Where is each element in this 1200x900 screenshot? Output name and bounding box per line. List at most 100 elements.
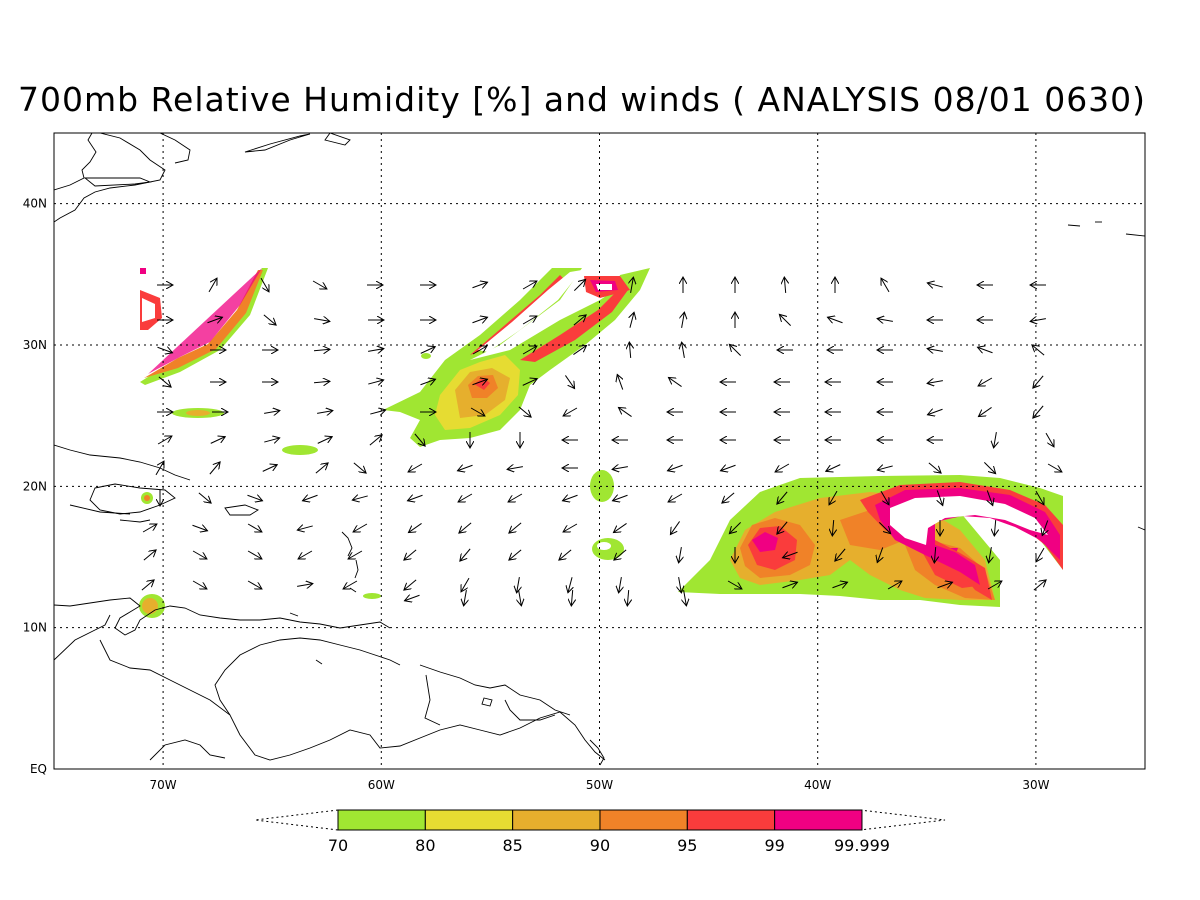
wind-arrow bbox=[141, 580, 154, 591]
colorbar-swatch bbox=[686, 809, 776, 831]
wind-arrow bbox=[928, 462, 941, 473]
colorbar-level-label: 85 bbox=[502, 836, 522, 855]
colorbar-swatch bbox=[512, 809, 601, 831]
wind-arrow bbox=[142, 524, 157, 533]
colorbar-swatch bbox=[424, 809, 514, 831]
wind-arrow bbox=[667, 465, 683, 470]
wind-arrow bbox=[994, 432, 997, 448]
wind-arrow bbox=[668, 377, 682, 387]
wind-arrow bbox=[210, 437, 226, 444]
wind-arrow bbox=[519, 590, 522, 606]
wind-arrow bbox=[302, 495, 318, 500]
wind-arrow bbox=[517, 577, 520, 593]
wind-arrow bbox=[565, 375, 574, 388]
wind-arrow bbox=[313, 381, 330, 382]
humidity-shading bbox=[139, 268, 1063, 618]
wind-arrow bbox=[679, 577, 682, 593]
wind-arrow bbox=[472, 282, 487, 287]
wind-arrow bbox=[727, 580, 742, 589]
wind-arrow bbox=[192, 550, 207, 559]
wind-arrow bbox=[682, 312, 685, 328]
wind-arrow bbox=[461, 577, 470, 592]
wind-arrow bbox=[937, 490, 942, 505]
wind-arrow bbox=[460, 548, 471, 561]
wind-arrow bbox=[978, 377, 993, 386]
wind-arrow bbox=[458, 493, 473, 502]
colorbar-left-extension bbox=[254, 809, 339, 831]
wind-arrow bbox=[312, 280, 327, 289]
wind-arrow bbox=[619, 577, 622, 593]
wind-arrow bbox=[881, 278, 890, 293]
wind-arrow bbox=[573, 345, 586, 355]
wind-arrow bbox=[1042, 520, 1047, 535]
wind-arrow bbox=[934, 546, 935, 563]
wind-arrow bbox=[630, 312, 634, 328]
wind-arrow bbox=[668, 493, 683, 502]
wind-arrow bbox=[937, 582, 952, 587]
wind-arrow bbox=[464, 590, 467, 606]
wind-arrow bbox=[612, 467, 628, 470]
wind-arrow bbox=[887, 581, 902, 590]
wind-arrow bbox=[247, 580, 262, 589]
wind-arrow bbox=[777, 521, 788, 534]
wind-arrow bbox=[522, 281, 537, 290]
wind-arrow bbox=[989, 547, 992, 563]
wind-arrow bbox=[368, 380, 383, 384]
lon-tick-label: 40W bbox=[804, 778, 831, 792]
wind-arrow bbox=[562, 495, 578, 500]
wind-arrow bbox=[143, 550, 156, 561]
wind-arrow bbox=[508, 493, 523, 502]
wind-arrow bbox=[369, 435, 382, 446]
wind-arrow bbox=[317, 437, 333, 444]
coastlines bbox=[54, 133, 1145, 766]
wind-arrow bbox=[994, 519, 995, 536]
wind-arrow bbox=[420, 379, 435, 384]
wind-arrow bbox=[264, 438, 279, 442]
lat-tick-label: EQ bbox=[30, 762, 47, 776]
wind-arrow bbox=[313, 349, 330, 350]
wind-arrow bbox=[414, 433, 425, 446]
wind-arrow bbox=[263, 314, 276, 325]
wind-arrow bbox=[472, 346, 487, 355]
wind-arrow bbox=[670, 521, 680, 534]
wind-arrow bbox=[1047, 463, 1062, 472]
wind-arrow bbox=[1032, 345, 1045, 356]
wind-arrow bbox=[878, 521, 890, 533]
wind-arrow bbox=[155, 461, 164, 476]
wind-arrow bbox=[927, 283, 943, 287]
wind-arrow bbox=[368, 349, 384, 352]
wind-arrow bbox=[1030, 319, 1046, 322]
wind-arrow bbox=[353, 462, 366, 473]
colorbar-swatch bbox=[774, 809, 863, 831]
wind-arrow bbox=[264, 411, 280, 414]
wind-arrow bbox=[614, 549, 627, 560]
colorbar-level-label: 90 bbox=[590, 836, 610, 855]
wind-arrow bbox=[629, 342, 630, 359]
wind-arrow bbox=[563, 523, 578, 532]
wind-arrow bbox=[518, 406, 531, 417]
wind-arrow bbox=[978, 407, 992, 416]
wind-arrow bbox=[509, 549, 522, 560]
wind-arrow bbox=[617, 374, 622, 390]
wind-arrow bbox=[729, 521, 742, 533]
wind-arrow bbox=[573, 315, 586, 326]
wind-arrow bbox=[568, 577, 572, 592]
wind-arrow bbox=[1035, 490, 1044, 505]
wind-arrow bbox=[353, 523, 368, 532]
wind-arrow bbox=[927, 381, 943, 384]
wind-arrow bbox=[559, 549, 572, 560]
wind-arrow bbox=[247, 523, 262, 532]
wind-arrow bbox=[729, 344, 742, 357]
wind-arrow bbox=[1033, 580, 1046, 591]
wind-arrow bbox=[208, 278, 217, 293]
lat-tick-label: 10N bbox=[23, 621, 47, 635]
wind-arrow bbox=[470, 407, 485, 416]
colorbar-level-label: 99 bbox=[764, 836, 784, 855]
wind-arrow bbox=[927, 349, 943, 352]
wind-arrow bbox=[631, 277, 634, 293]
wind-arrow bbox=[782, 552, 798, 557]
wind-arrow bbox=[1033, 405, 1044, 418]
wind-arrow bbox=[343, 580, 358, 589]
lat-tick-label: 20N bbox=[23, 479, 47, 493]
